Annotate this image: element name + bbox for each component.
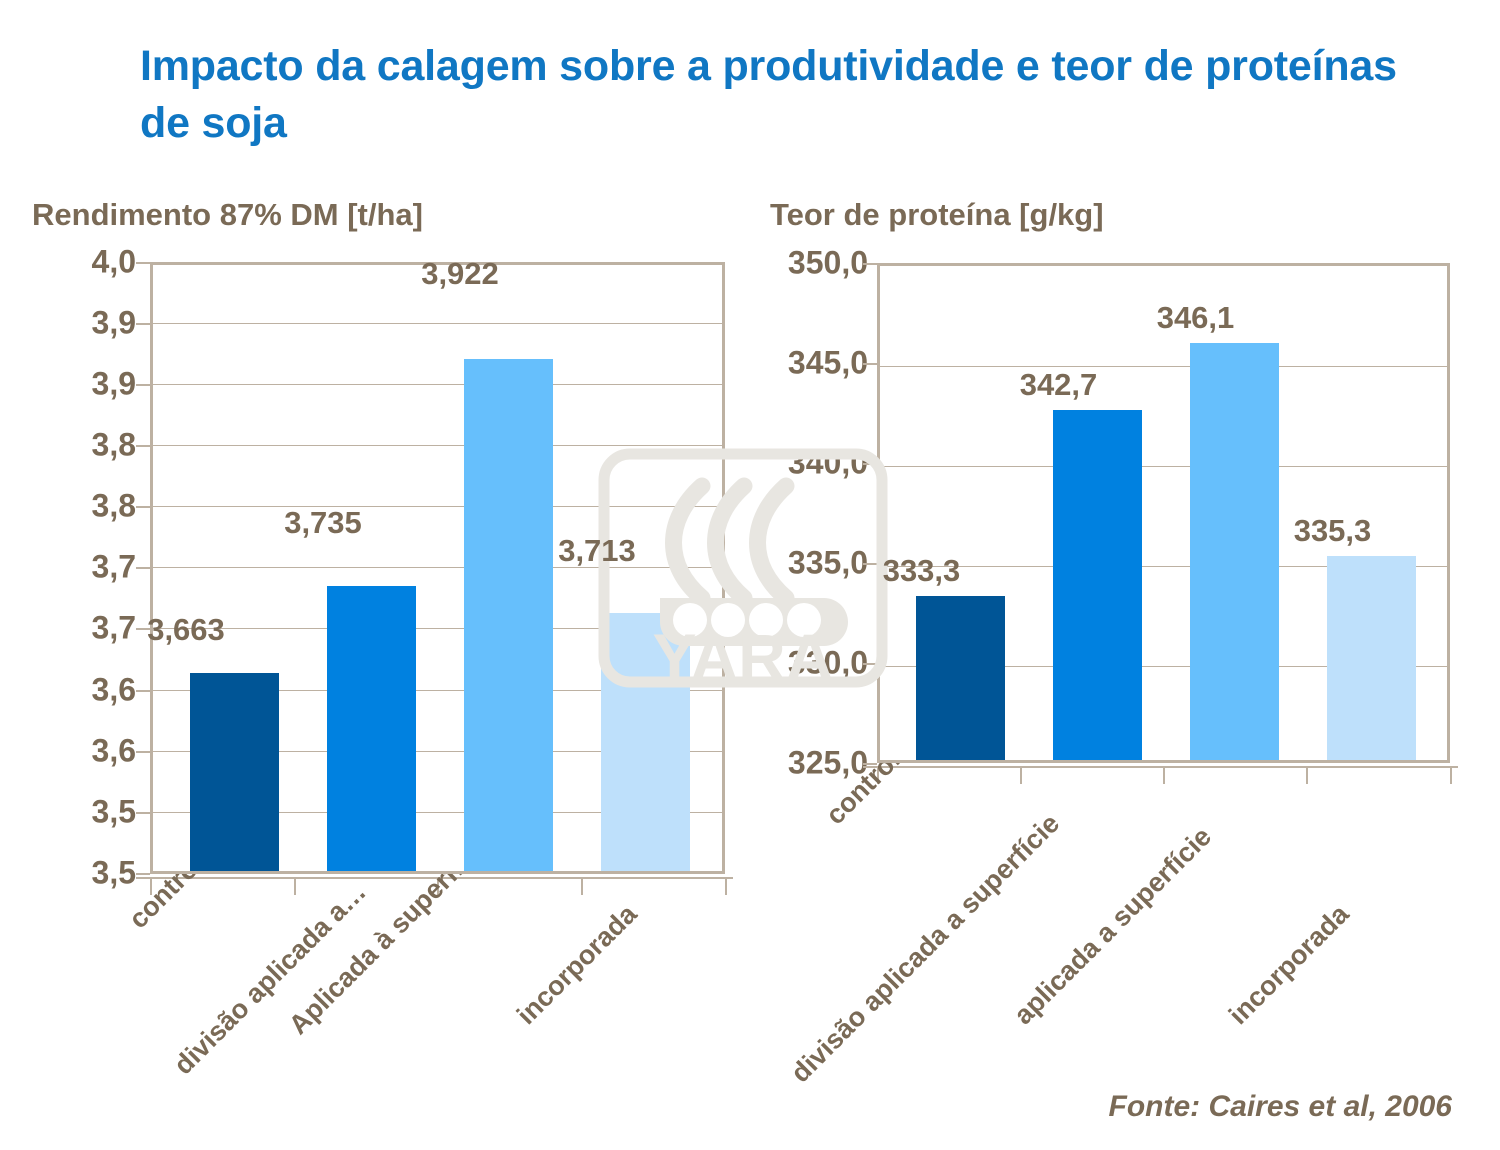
xtick-mark: [294, 877, 296, 895]
gridline: [880, 366, 1447, 367]
bar-value-label: 3,735: [284, 505, 362, 540]
ytick-label: 3,6: [91, 732, 136, 769]
ytick-label: 3,5: [91, 854, 136, 891]
ytick-label: 3,7: [91, 548, 136, 585]
bar-value-label: 333,3: [882, 553, 961, 588]
gridline: [153, 506, 722, 507]
bar-value-label: 335,3: [1293, 513, 1372, 548]
source-note: Fonte: Caires et al, 2006: [1108, 1090, 1452, 1123]
x-axis-line: [136, 877, 733, 879]
ytick-label: 3,6: [91, 671, 136, 708]
ytick-label: 325,0: [787, 744, 868, 781]
ytick-mark: [136, 690, 150, 692]
ytick-label: 3,9: [91, 304, 136, 341]
ytick-label: 3,8: [91, 487, 136, 524]
bar-proteina-superficie[interactable]: [1190, 343, 1279, 760]
xtick-mark: [150, 877, 152, 895]
ytick-mark: [136, 751, 150, 753]
bar-rendimento-incorporada[interactable]: [601, 613, 690, 871]
chart-rendimento-title: Rendimento 87% DM [t/ha]: [32, 197, 423, 232]
ytick-mark: [863, 263, 877, 265]
bar-proteina-incorporada[interactable]: [1327, 556, 1416, 760]
ytick-mark: [136, 567, 150, 569]
bar-value-label: 3,663: [147, 612, 225, 647]
xcat-label-incorporada: incorporada: [1223, 898, 1355, 1031]
bar-proteina-controle[interactable]: [916, 596, 1005, 760]
gridline: [153, 567, 722, 568]
ytick-mark: [863, 363, 877, 365]
ytick-label: 330,0: [787, 644, 868, 681]
ytick-mark: [136, 384, 150, 386]
bar-proteina-divisao[interactable]: [1053, 410, 1142, 760]
xtick-mark: [1020, 766, 1022, 784]
ytick-label: 350,0: [787, 244, 868, 281]
ytick-label: 3,8: [91, 426, 136, 463]
gridline: [153, 628, 722, 629]
ytick-label: 340,0: [787, 444, 868, 481]
gridline: [153, 384, 722, 385]
ytick-mark: [863, 663, 877, 665]
ytick-mark: [136, 506, 150, 508]
ytick-label: 335,0: [787, 544, 868, 581]
plot-area-teor-proteina: [877, 263, 1450, 763]
xtick-mark: [877, 766, 879, 784]
bar-value-label: 3,922: [421, 256, 499, 291]
gridline: [880, 566, 1447, 567]
ytick-label: 345,0: [787, 344, 868, 381]
xtick-mark: [725, 877, 727, 895]
xtick-mark: [1450, 766, 1452, 784]
gridline: [153, 812, 722, 813]
plot-area-rendimento: [150, 262, 725, 874]
bar-value-label: 3,713: [558, 533, 636, 568]
bar-value-label: 346,1: [1156, 300, 1235, 335]
xtick-mark: [1163, 766, 1165, 784]
ytick-mark: [136, 445, 150, 447]
gridline: [880, 666, 1447, 667]
gridline: [880, 466, 1447, 467]
bar-rendimento-controle[interactable]: [190, 673, 279, 871]
page-title: Impacto da calagem sobre a produtividade…: [140, 42, 1397, 147]
ytick-label: 3,5: [91, 793, 136, 830]
xcat-label-divisao: divisão aplicada a superfície: [785, 808, 1066, 1089]
xtick-mark: [581, 877, 583, 895]
ytick-mark: [136, 323, 150, 325]
ytick-mark: [863, 763, 877, 765]
ytick-mark: [136, 873, 150, 875]
x-axis-line: [863, 766, 1458, 768]
chart-teor-proteina-title: Teor de proteína [g/kg]: [770, 197, 1104, 232]
bar-rendimento-divisao[interactable]: [327, 586, 416, 871]
gridline: [153, 751, 722, 752]
bar-value-label: 342,7: [1019, 367, 1098, 402]
ytick-mark: [136, 262, 150, 264]
xtick-mark: [1306, 766, 1308, 784]
gridline: [153, 323, 722, 324]
ytick-mark: [136, 812, 150, 814]
gridline: [153, 690, 722, 691]
ytick-label: 3,7: [91, 609, 136, 646]
ytick-label: 4,0: [91, 243, 136, 280]
ytick-label: 3,9: [91, 365, 136, 402]
xtick-mark: [437, 877, 439, 895]
ytick-mark: [863, 463, 877, 465]
gridline: [153, 445, 722, 446]
bar-rendimento-superficie[interactable]: [464, 359, 553, 871]
ytick-mark: [136, 628, 150, 630]
xcat-label-incorporada: incorporada: [511, 898, 643, 1031]
